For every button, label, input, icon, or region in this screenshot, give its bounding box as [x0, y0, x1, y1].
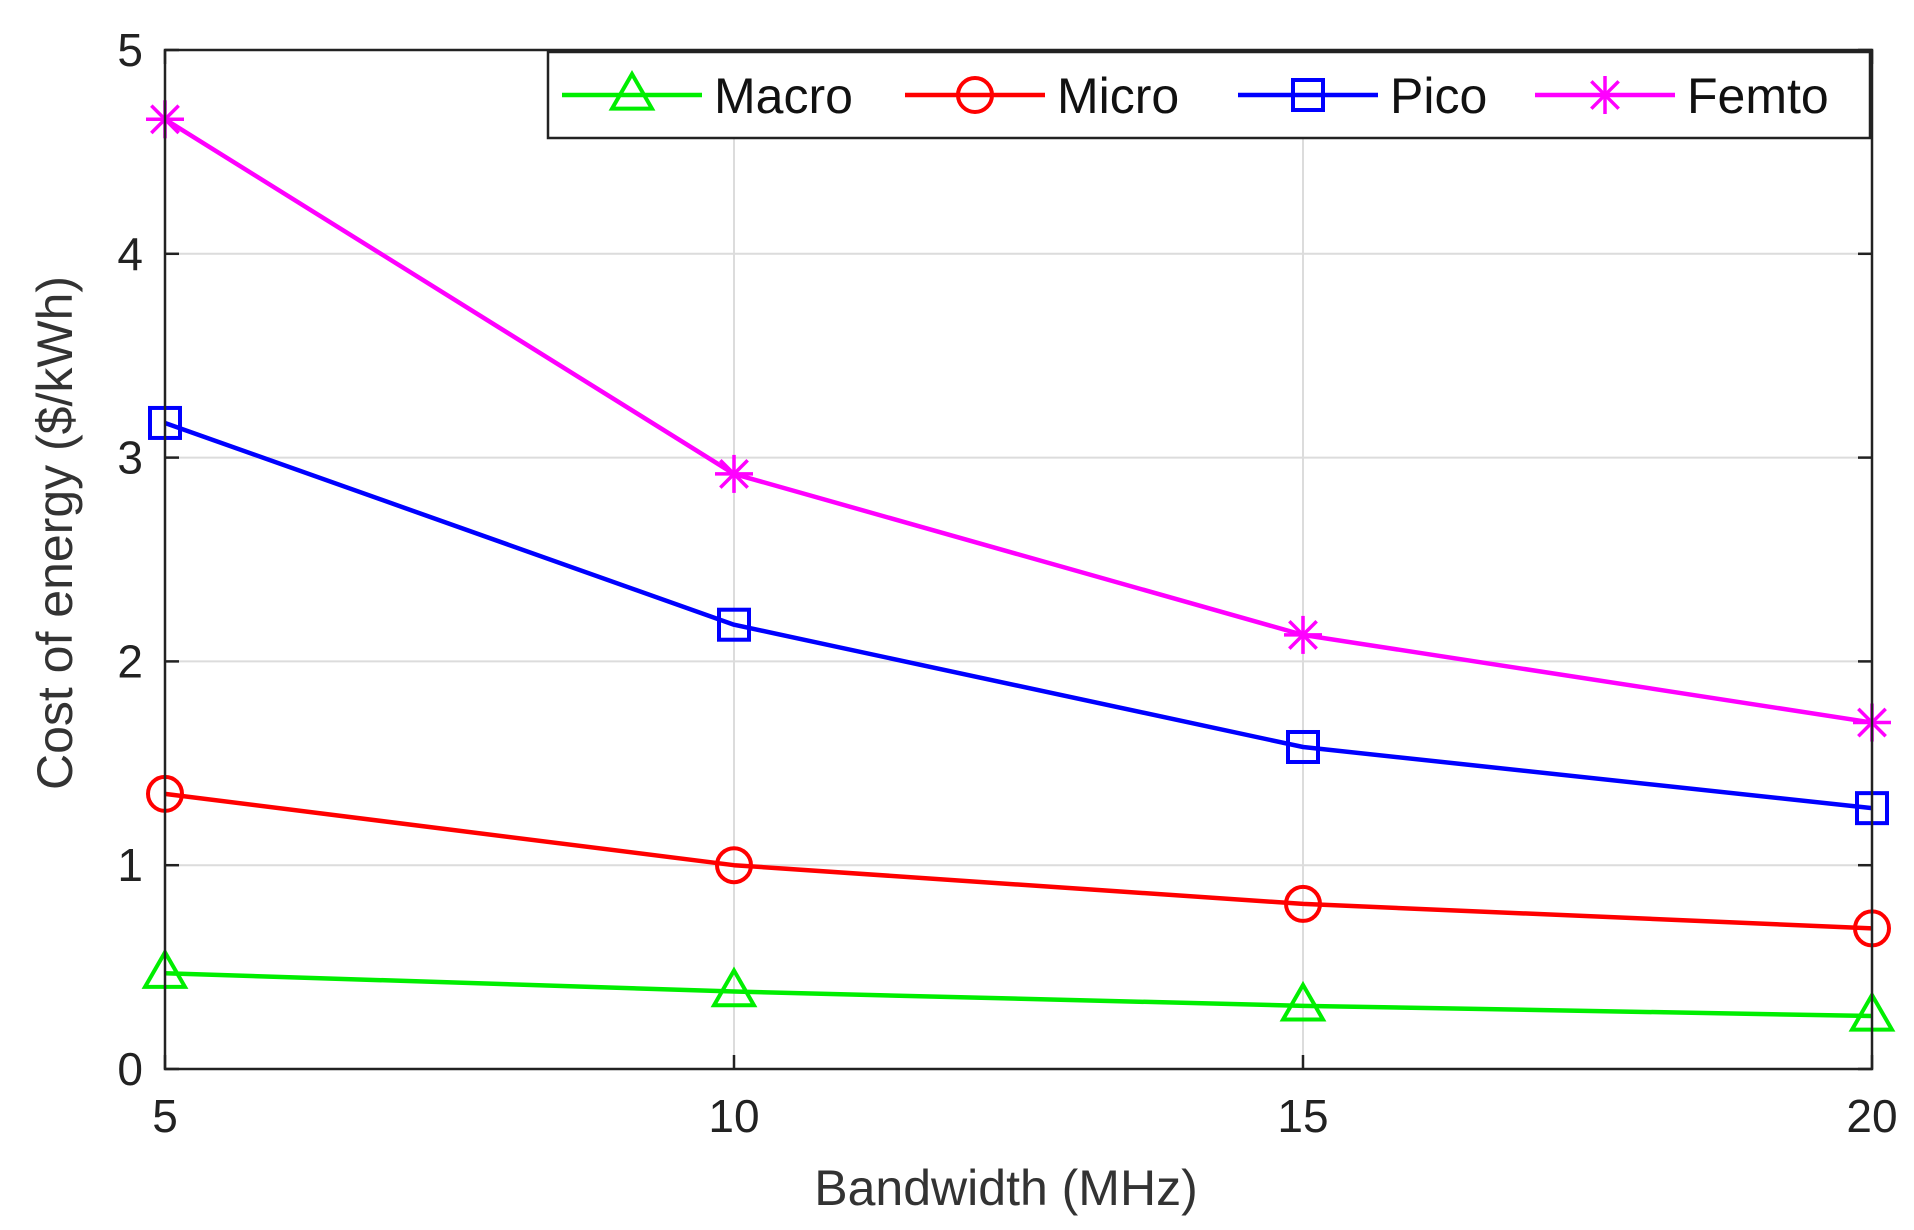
y-tick-label: 5	[117, 24, 143, 76]
legend-marker-square	[1291, 78, 1325, 112]
series-layer	[141, 100, 1896, 1032]
grid	[165, 50, 1872, 1069]
pico-point	[717, 607, 751, 642]
legend-marker-circle	[956, 76, 994, 114]
legend-marker-asterisk	[1586, 76, 1624, 114]
asterisk-stroke	[1590, 80, 1620, 110]
legend-marker-triangle	[608, 69, 656, 111]
femto-point	[715, 454, 753, 493]
femto-point	[1284, 615, 1322, 654]
legend-label: Femto	[1687, 68, 1829, 124]
asterisk-stroke	[719, 458, 749, 489]
series-macro	[141, 948, 1896, 1032]
legend-label: Pico	[1390, 68, 1487, 124]
x-tick-label: 20	[1846, 1090, 1897, 1142]
micro-line	[164, 791, 1873, 931]
macro-point	[1279, 980, 1327, 1022]
y-axis-label: Cost of energy ($/kWh)	[27, 276, 83, 790]
asterisk-stroke	[1288, 619, 1318, 650]
macro-point	[710, 966, 758, 1008]
pico-line	[164, 420, 1873, 811]
y-tick-label: 3	[117, 432, 143, 484]
pico-point	[1286, 729, 1320, 764]
macro-line	[164, 970, 1873, 1019]
legend-label: Micro	[1057, 68, 1179, 124]
legend-item-micro: Micro	[905, 68, 1179, 124]
y-tick-label: 4	[117, 228, 143, 280]
micro-point	[1284, 884, 1322, 923]
legend-item-macro: Macro	[562, 68, 853, 124]
x-tick-label: 10	[708, 1090, 759, 1142]
axes-box	[163, 48, 1874, 1071]
femto-line	[163, 117, 1873, 725]
x-axis-label: Bandwidth (MHz)	[814, 1160, 1197, 1216]
legend-item-femto: Femto	[1535, 68, 1829, 124]
x-tick-label: 15	[1277, 1090, 1328, 1142]
tick-labels: 5 10 15 20 0 1 2 3 4 5	[117, 24, 1897, 1142]
y-tick-label: 0	[117, 1043, 143, 1095]
y-tick-label: 1	[117, 839, 143, 891]
legend-item-pico: Pico	[1238, 68, 1487, 124]
legend-label: Macro	[714, 68, 853, 124]
x-tick-label: 5	[152, 1090, 178, 1142]
y-tick-label: 2	[117, 635, 143, 687]
legend: Macro Micro Pico Femto	[546, 50, 1872, 140]
micro-point	[715, 846, 753, 885]
